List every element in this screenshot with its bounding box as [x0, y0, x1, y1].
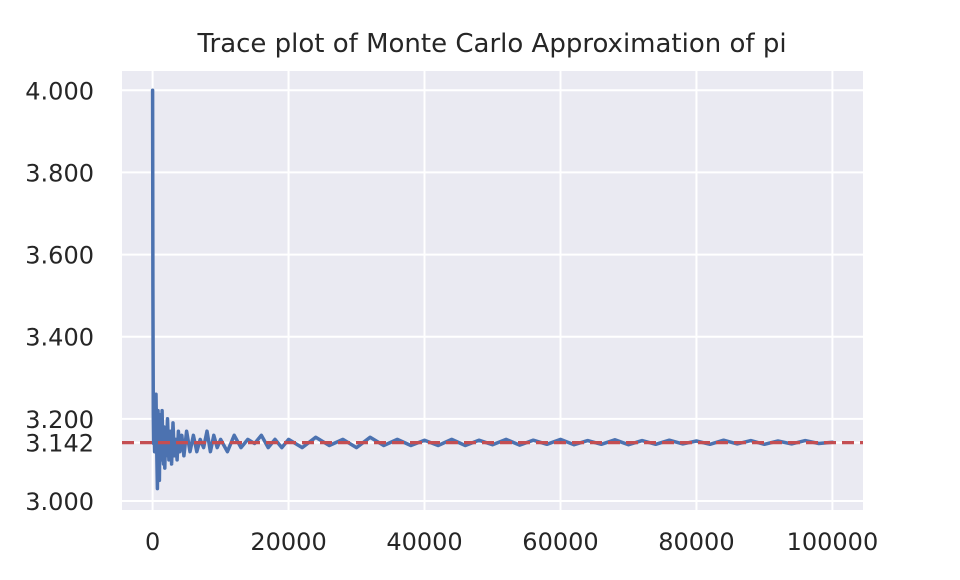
- y-tick-label: 3.142: [25, 430, 94, 458]
- x-tick-label: 40000: [386, 528, 462, 556]
- x-tick-label: 60000: [522, 528, 598, 556]
- y-tick-label: 3.800: [25, 159, 94, 187]
- y-tick-label: 3.600: [25, 242, 94, 270]
- x-tick-label: 20000: [250, 528, 326, 556]
- chart-title: Trace plot of Monte Carlo Approximation …: [196, 29, 786, 59]
- y-tick-label: 3.400: [25, 324, 94, 352]
- x-tick-labels: 0 20000 40000 60000 80000 100000: [145, 528, 878, 556]
- y-tick-label: 3.000: [25, 488, 94, 516]
- y-tick-label: 3.200: [25, 406, 94, 434]
- x-tick-label: 80000: [658, 528, 734, 556]
- x-tick-label: 0: [145, 528, 160, 556]
- plot-background: [122, 71, 863, 510]
- x-tick-label: 100000: [787, 528, 879, 556]
- y-tick-label: 4.000: [25, 77, 94, 105]
